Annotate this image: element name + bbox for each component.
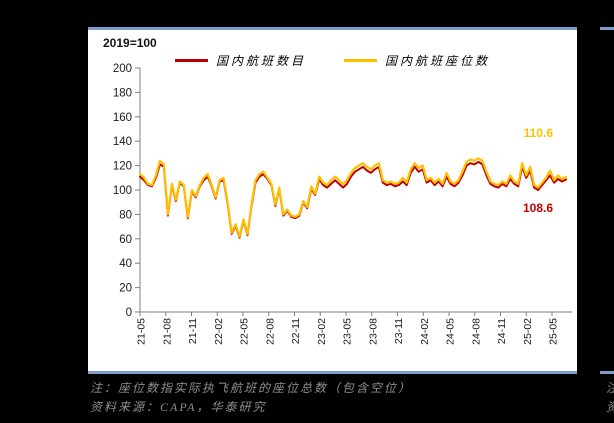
- value-label-flights: 108.6: [522, 201, 553, 215]
- legend-label-flights: 国内航班数目: [215, 54, 306, 68]
- adjacent-note-fragment-2: 资料来源: [606, 398, 614, 415]
- adjacent-note-fragment-1: 注：国际航班: [606, 379, 614, 396]
- note-definition: 注：座位数指实际执飞航班的座位总数（包含空位）: [90, 381, 413, 395]
- gold-line-swatch-icon: [344, 59, 377, 62]
- bottom-divider-main: [88, 371, 577, 374]
- legend-item-flights: 国内航班数目: [174, 52, 306, 69]
- bottom-divider-adjacent: [600, 371, 614, 374]
- legend-item-seats: 国内航班座位数: [344, 52, 490, 69]
- top-divider-main: [88, 27, 577, 30]
- legend-label-seats: 国内航班座位数: [385, 54, 491, 68]
- note-source: 资料来源：CAPA，华泰研究: [90, 400, 267, 414]
- value-label-seats: 110.6: [523, 126, 553, 140]
- red-line-swatch-icon: [174, 59, 208, 62]
- top-divider-adjacent: [600, 27, 614, 30]
- legend: 国内航班数目 国内航班座位数: [88, 52, 577, 69]
- chart-title: 2019=100: [103, 36, 157, 50]
